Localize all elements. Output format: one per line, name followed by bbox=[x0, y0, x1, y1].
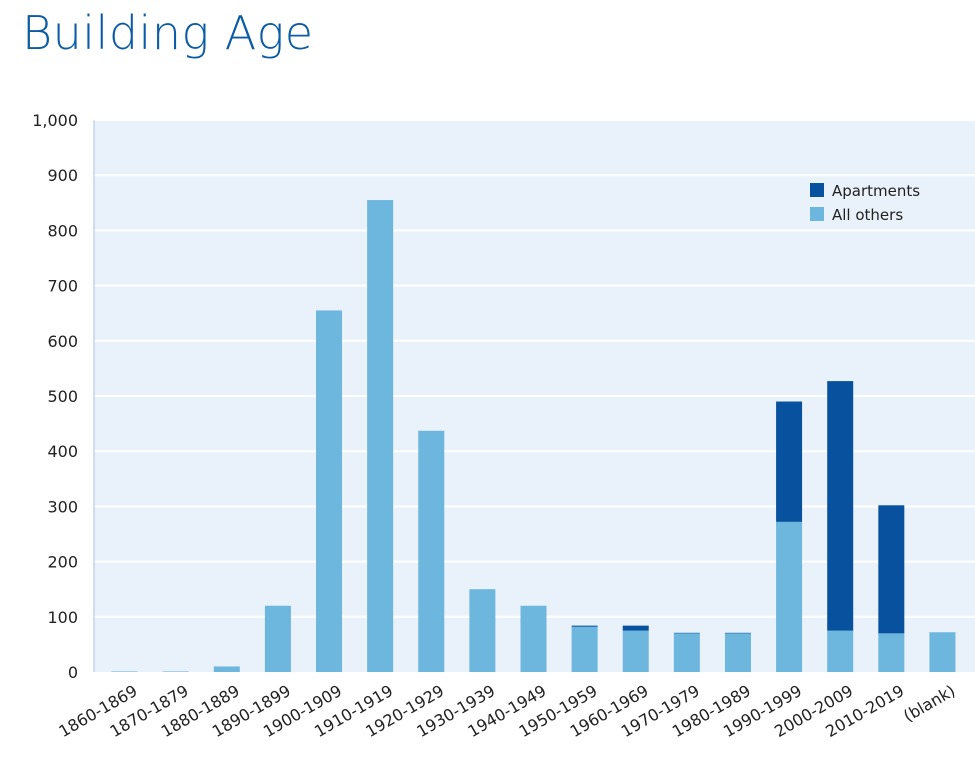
bar-all-others bbox=[827, 630, 854, 672]
bar-all-others bbox=[929, 632, 956, 672]
bar-all-others bbox=[520, 605, 547, 672]
legend-swatch bbox=[810, 207, 824, 221]
x-tick-label: (blank) bbox=[900, 681, 958, 726]
bar-all-others bbox=[724, 633, 751, 672]
y-axis-ticks: 0 100 200 300 400 500 600 700 800 900 1,000 bbox=[32, 111, 78, 682]
bar-all-others bbox=[264, 605, 291, 672]
y-tick-label: 500 bbox=[47, 387, 78, 406]
y-tick-label: 900 bbox=[47, 166, 78, 185]
bar-apartments bbox=[724, 632, 751, 634]
y-tick-label: 300 bbox=[47, 497, 78, 516]
y-tick-label: 700 bbox=[47, 277, 78, 296]
bar-all-others bbox=[162, 671, 189, 672]
bar-apartments bbox=[827, 381, 854, 631]
y-tick-label: 200 bbox=[47, 553, 78, 572]
bar-all-others bbox=[571, 626, 598, 672]
bar-apartments bbox=[673, 632, 700, 634]
legend: Apartments All others bbox=[810, 182, 920, 224]
legend-label: All others bbox=[832, 206, 903, 224]
legend-label: Apartments bbox=[832, 182, 920, 200]
y-tick-label: 0 bbox=[68, 663, 78, 682]
bar-all-others bbox=[673, 633, 700, 672]
bar-all-others bbox=[469, 589, 496, 672]
bar-all-others bbox=[418, 430, 445, 672]
y-tick-label: 400 bbox=[47, 442, 78, 461]
bar-all-others bbox=[878, 633, 905, 672]
chart-title: Building Age bbox=[22, 6, 314, 60]
bar-all-others bbox=[316, 310, 343, 672]
legend-swatch bbox=[810, 183, 824, 197]
bar-apartments bbox=[878, 505, 905, 634]
y-tick-label: 100 bbox=[47, 608, 78, 627]
bar-all-others bbox=[111, 671, 138, 672]
bar-apartments bbox=[776, 401, 803, 522]
bar-apartments bbox=[622, 625, 649, 631]
x-axis-ticks: 1860-18691870-18791880-18891890-18991900… bbox=[56, 681, 959, 741]
bars bbox=[111, 200, 956, 673]
y-tick-label: 800 bbox=[47, 221, 78, 240]
bar-all-others bbox=[622, 630, 649, 672]
bar-all-others bbox=[213, 666, 240, 672]
bar-all-others bbox=[776, 521, 803, 672]
y-tick-label: 600 bbox=[47, 332, 78, 351]
bar-all-others bbox=[367, 200, 394, 673]
y-tick-label: 1,000 bbox=[32, 111, 78, 130]
bar-apartments bbox=[571, 625, 598, 627]
